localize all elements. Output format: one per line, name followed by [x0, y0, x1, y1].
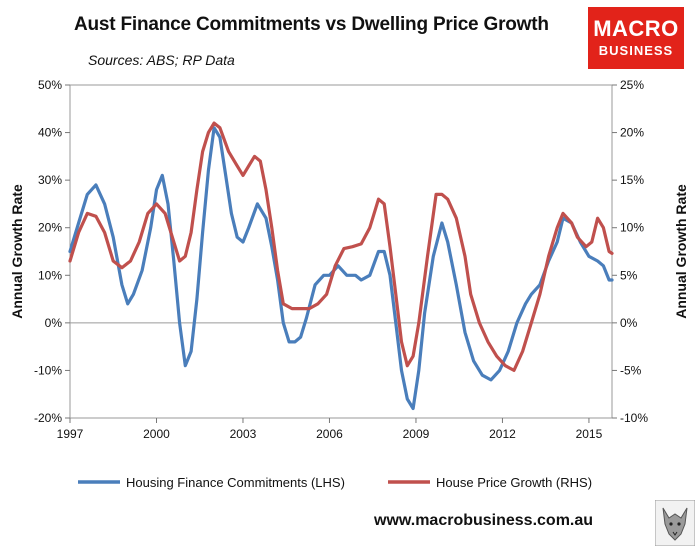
y-left-tick-label: 0%	[45, 316, 63, 330]
y-right-tick-label: 15%	[620, 173, 644, 187]
y-right-tick-label: 25%	[620, 78, 644, 92]
series-line-housing-finance	[68, 126, 614, 411]
y-left-tick-label: 10%	[38, 268, 62, 282]
y-left-tick-label: -20%	[34, 411, 62, 425]
x-tick-label: 2003	[230, 427, 257, 441]
chart-title: Aust Finance Commitments vs Dwelling Pri…	[74, 14, 549, 35]
x-tick-label: 2012	[489, 427, 516, 441]
legend-label: Housing Finance Commitments (LHS)	[126, 475, 345, 490]
wolf-logo-icon	[655, 500, 695, 546]
chart-subtitle: Sources: ABS; RP Data	[88, 52, 235, 68]
x-tick-label: 2006	[316, 427, 343, 441]
x-tick-label: 1997	[57, 427, 84, 441]
y-left-tick-label: -10%	[34, 363, 62, 377]
y-right-tick-label: 20%	[620, 126, 644, 140]
y-left-tick-label: 20%	[38, 221, 62, 235]
x-tick-label: 2000	[143, 427, 170, 441]
y-right-tick-label: 5%	[620, 268, 638, 282]
chart-legend: Housing Finance Commitments (LHS) House P…	[78, 475, 592, 490]
logo-line1: MACRO	[593, 16, 679, 41]
y-right-axis-title: Annual Growth Rate	[673, 184, 689, 319]
y-left-tick-label: 40%	[38, 126, 62, 140]
y-left-tick-label: 30%	[38, 173, 62, 187]
y-right-tick-label: -5%	[620, 363, 642, 377]
chart-canvas: 50% 40% 30% 20% 10% 0% -10% -20% 25% 20% 15% 10% 5% 0…	[9, 78, 689, 490]
legend-label: House Price Growth (RHS)	[436, 475, 592, 490]
footer-url: www.macrobusiness.com.au	[374, 512, 594, 529]
logo-line2: BUSINESS	[598, 43, 674, 58]
macro-business-logo: MACRO BUSINESS	[588, 7, 684, 69]
y-left-axis-title: Annual Growth Rate	[9, 184, 25, 319]
chart-lines	[68, 121, 614, 411]
x-tick-label: 2015	[576, 427, 603, 441]
y-right-tick-label: 10%	[620, 221, 644, 235]
y-right-tick-label: 0%	[620, 316, 638, 330]
y-right-tick-label: -10%	[620, 411, 648, 425]
series-line-house-price	[68, 121, 614, 372]
chart-axes: 50% 40% 30% 20% 10% 0% -10% -20% 25% 20% 15% 10% 5% 0…	[9, 78, 689, 441]
x-tick-label: 2009	[403, 427, 430, 441]
y-left-tick-label: 50%	[38, 78, 62, 92]
